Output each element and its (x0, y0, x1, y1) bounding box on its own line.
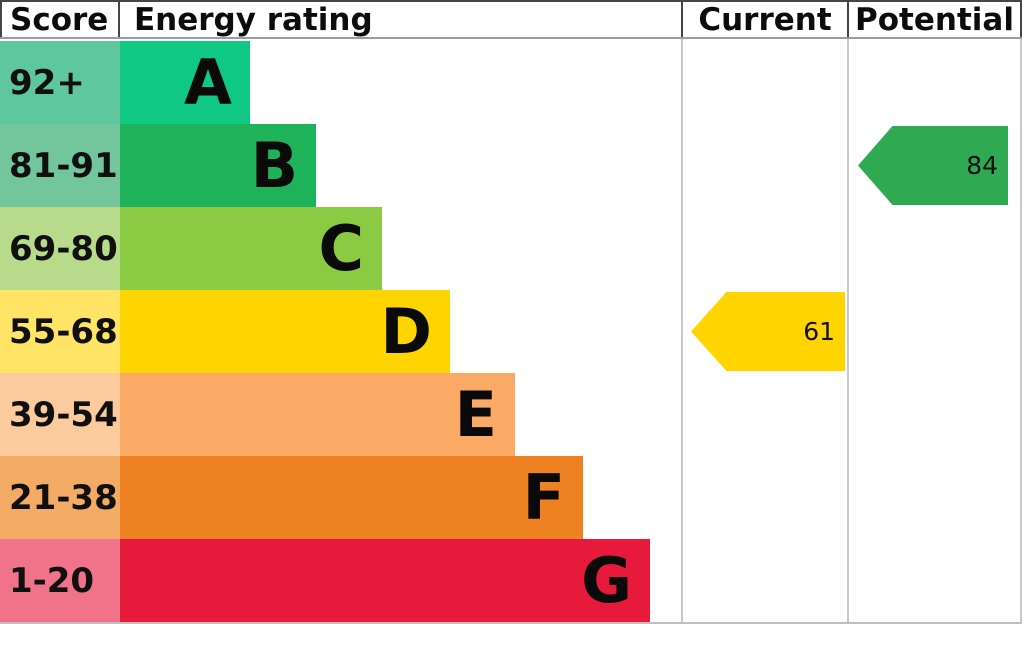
band-row-d: 55-68 D (0, 290, 681, 373)
header-energy-rating: Energy rating (134, 2, 373, 38)
current-column-left-border (681, 39, 683, 624)
band-bar: C (120, 207, 382, 290)
band-row-c: 69-80 C (0, 207, 681, 290)
band-letter: F (522, 460, 565, 534)
band-score-label: 69-80 (0, 207, 120, 290)
band-bar: E (120, 373, 515, 456)
band-row-f: 21-38 F (0, 456, 681, 539)
band-bar: A (120, 41, 250, 124)
band-bar: G (120, 539, 650, 622)
band-score-label: 21-38 (0, 456, 120, 539)
potential-rating-arrow: 84 (858, 126, 1008, 205)
band-rows: 92+ A 81-91 B 69-80 C 55-68 D 39-54 E 21… (0, 41, 681, 622)
band-row-a: 92+ A (0, 41, 681, 124)
band-bar: D (120, 290, 450, 373)
header-score: Score (10, 2, 109, 38)
band-letter: B (250, 128, 298, 202)
potential-column-left-border (847, 39, 849, 624)
potential-rating-value: 84 (966, 151, 998, 180)
header-current: Current (698, 2, 832, 38)
band-letter: E (454, 377, 497, 451)
band-letter: C (318, 211, 364, 285)
band-score-label: 1-20 (0, 539, 120, 622)
band-score-label: 92+ (0, 41, 120, 124)
header-divider-score-rating (118, 0, 120, 37)
band-letter: A (184, 45, 232, 119)
table-right-border (1020, 39, 1022, 624)
band-row-g: 1-20 G (0, 539, 681, 622)
header-potential: Potential (855, 2, 1014, 38)
band-score-label: 39-54 (0, 373, 120, 456)
band-bar: F (120, 456, 583, 539)
header-divider-current-potential (847, 0, 849, 37)
header-left-border (0, 0, 2, 37)
table-bottom-border (0, 622, 1022, 624)
band-row-b: 81-91 B (0, 124, 681, 207)
header-right-border (1020, 0, 1022, 37)
band-score-label: 81-91 (0, 124, 120, 207)
band-letter: G (581, 543, 632, 617)
band-score-label: 55-68 (0, 290, 120, 373)
table-top-border (0, 0, 1022, 2)
header-divider-rating-current (681, 0, 683, 37)
band-letter: D (380, 294, 432, 368)
band-row-e: 39-54 E (0, 373, 681, 456)
current-rating-value: 61 (803, 317, 835, 346)
band-bar: B (120, 124, 316, 207)
current-rating-arrow: 61 (691, 292, 845, 371)
header-underline (0, 37, 1022, 39)
